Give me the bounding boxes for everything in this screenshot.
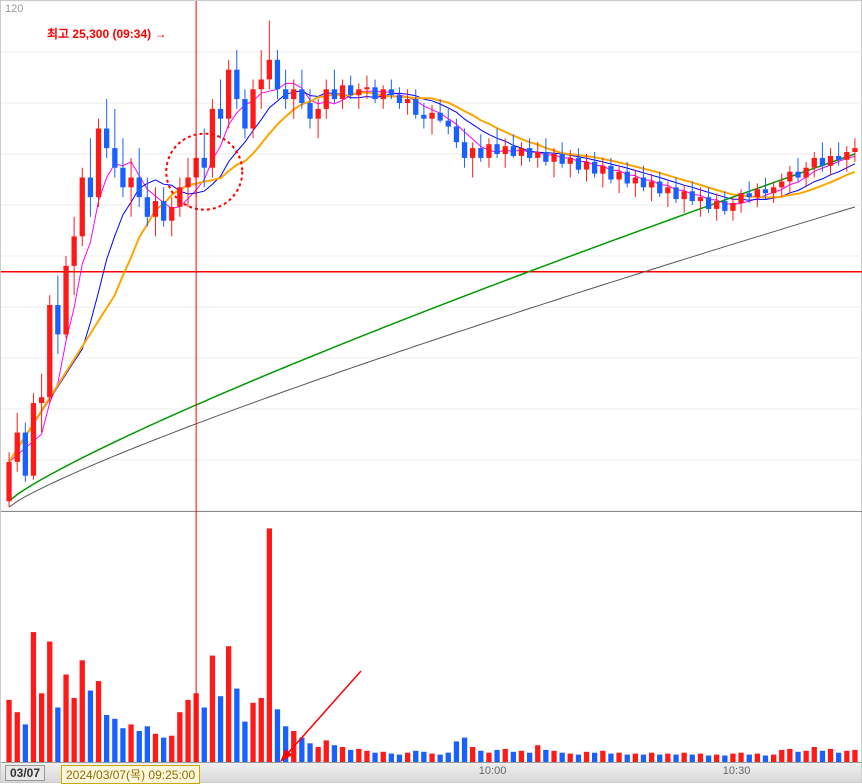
crosshair-timestamp-label: 2024/03/07(목) 09:25:00 xyxy=(61,765,200,784)
annotation-text: 최고 25,300 (09:34) xyxy=(47,27,151,41)
volume-panel[interactable] xyxy=(1,511,862,764)
time-axis-tick: 10:30 xyxy=(723,765,751,777)
date-label: 03/07 xyxy=(5,765,45,781)
high-price-annotation: 최고 25,300 (09:34) → xyxy=(47,25,166,42)
price-panel[interactable] xyxy=(1,1,862,511)
time-axis-bar[interactable]: 03/07 2024/03/07(목) 09:25:00 10:00 10:30 xyxy=(1,762,861,782)
stock-chart-container: 120 최고 25,300 (09:34) → 03/07 2024/03/07… xyxy=(0,0,862,783)
arrow-right-icon: → xyxy=(154,27,166,41)
time-axis-tick: 10:00 xyxy=(479,765,507,777)
